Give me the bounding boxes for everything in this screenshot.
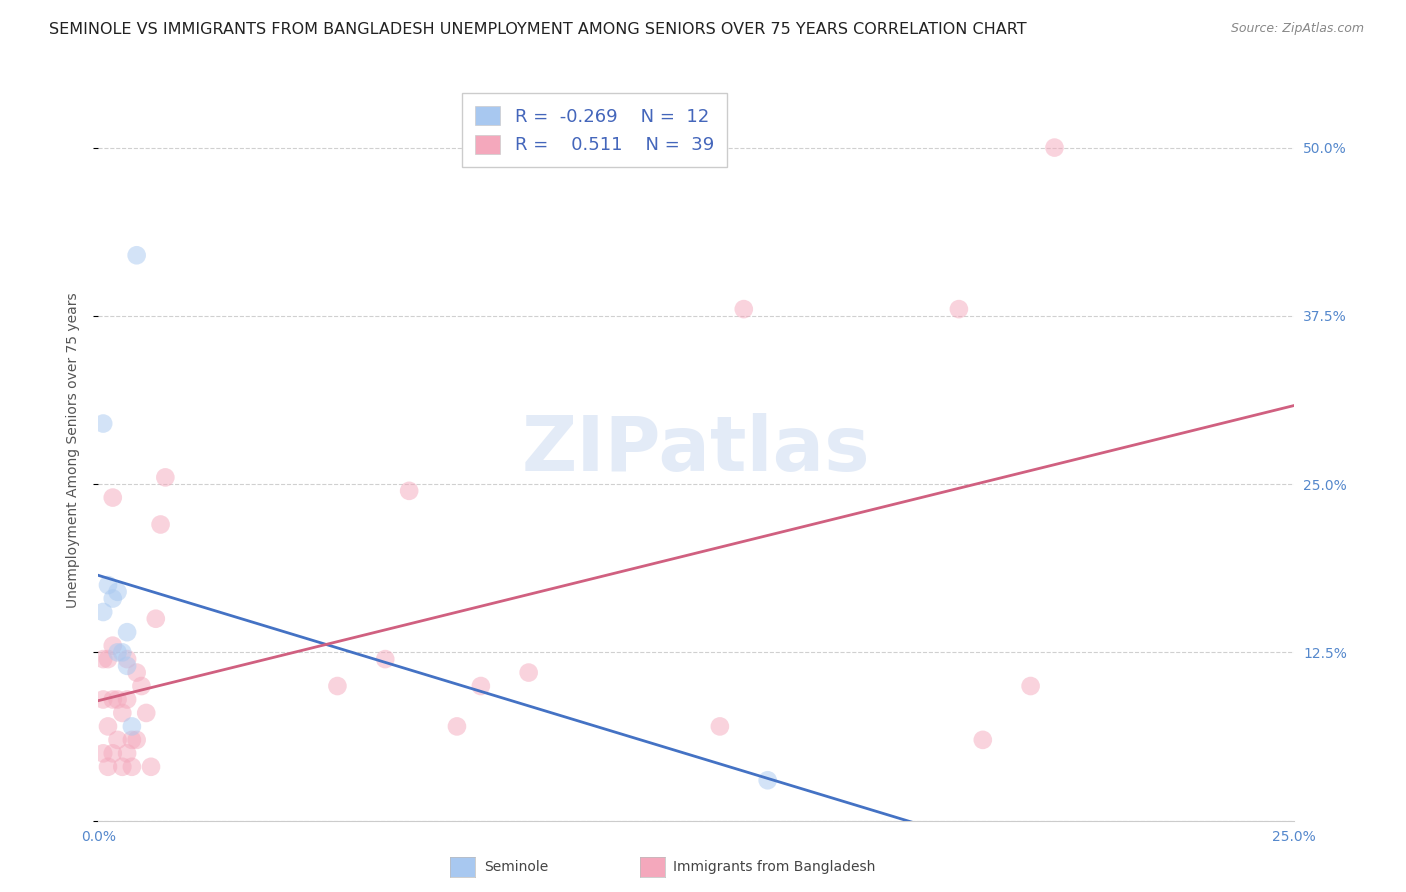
Point	[972, 732, 994, 747]
Text: Seminole: Seminole	[484, 860, 548, 874]
Point	[733, 302, 755, 317]
Point	[139, 760, 162, 774]
Point	[91, 747, 114, 761]
Point	[107, 584, 129, 599]
Point	[111, 645, 134, 659]
Point	[125, 732, 148, 747]
Point	[91, 692, 114, 706]
Point	[125, 248, 148, 262]
Point	[97, 578, 120, 592]
Point	[101, 639, 124, 653]
Point	[125, 665, 148, 680]
Point	[470, 679, 492, 693]
Text: Source: ZipAtlas.com: Source: ZipAtlas.com	[1230, 22, 1364, 36]
Point	[107, 645, 129, 659]
Point	[91, 605, 114, 619]
Point	[91, 652, 114, 666]
Point	[107, 692, 129, 706]
Text: SEMINOLE VS IMMIGRANTS FROM BANGLADESH UNEMPLOYMENT AMONG SENIORS OVER 75 YEARS : SEMINOLE VS IMMIGRANTS FROM BANGLADESH U…	[49, 22, 1026, 37]
Legend: R =  -0.269    N =  12, R =    0.511    N =  39: R = -0.269 N = 12, R = 0.511 N = 39	[463, 93, 727, 167]
Point	[115, 625, 138, 640]
Point	[145, 612, 167, 626]
Point	[121, 732, 143, 747]
Point	[149, 517, 172, 532]
Point	[121, 760, 143, 774]
Point	[111, 706, 134, 720]
Point	[97, 652, 120, 666]
Point	[948, 302, 970, 317]
Point	[446, 719, 468, 733]
Point	[111, 760, 134, 774]
Point	[517, 665, 540, 680]
Point	[1019, 679, 1042, 693]
Text: ZIPatlas: ZIPatlas	[522, 414, 870, 487]
Point	[97, 760, 120, 774]
Y-axis label: Unemployment Among Seniors over 75 years: Unemployment Among Seniors over 75 years	[66, 293, 80, 608]
Point	[107, 732, 129, 747]
Point	[115, 692, 138, 706]
Point	[101, 591, 124, 606]
Point	[115, 658, 138, 673]
Point	[131, 679, 153, 693]
Point	[326, 679, 349, 693]
Point	[398, 483, 420, 498]
Point	[135, 706, 157, 720]
Point	[155, 470, 177, 484]
Point	[115, 747, 138, 761]
Point	[101, 491, 124, 505]
Point	[1043, 140, 1066, 154]
Point	[101, 747, 124, 761]
Point	[121, 719, 143, 733]
Point	[709, 719, 731, 733]
Point	[97, 719, 120, 733]
Text: Immigrants from Bangladesh: Immigrants from Bangladesh	[673, 860, 876, 874]
Point	[91, 417, 114, 431]
Point	[756, 773, 779, 788]
Point	[374, 652, 396, 666]
Point	[101, 692, 124, 706]
Point	[115, 652, 138, 666]
